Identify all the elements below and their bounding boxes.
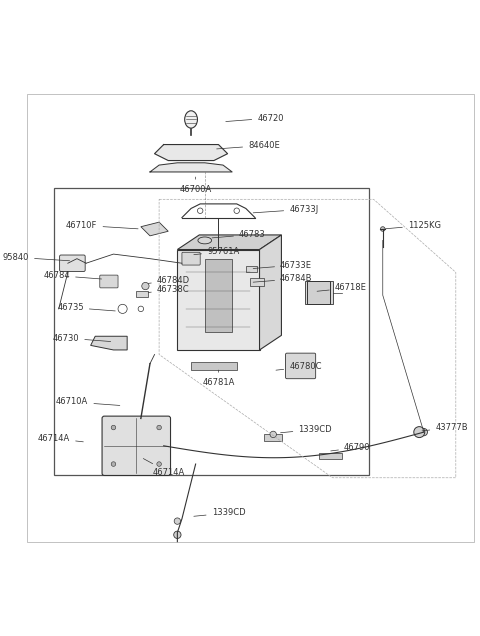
Text: 46783: 46783 [212, 230, 266, 239]
Text: 46714A: 46714A [38, 434, 84, 443]
Text: 46718E: 46718E [317, 284, 367, 293]
Text: 46781A: 46781A [202, 370, 235, 387]
Bar [191, 363, 237, 371]
Circle shape [157, 425, 161, 430]
Text: 1339CD: 1339CD [194, 508, 245, 518]
Text: 46720: 46720 [226, 114, 284, 123]
Polygon shape [260, 235, 281, 350]
Text: 46714A: 46714A [144, 459, 184, 477]
Polygon shape [91, 336, 127, 350]
Circle shape [381, 226, 385, 232]
Circle shape [174, 531, 181, 539]
Circle shape [157, 462, 161, 466]
Text: 43777B: 43777B [422, 423, 468, 432]
Text: 1125KG: 1125KG [385, 221, 441, 230]
Text: 46738C: 46738C [148, 285, 190, 294]
Text: 46790: 46790 [331, 443, 371, 452]
Polygon shape [178, 235, 281, 249]
FancyBboxPatch shape [100, 275, 118, 288]
Text: 46780C: 46780C [276, 363, 322, 371]
Ellipse shape [198, 237, 212, 244]
Text: 46710F: 46710F [66, 221, 138, 230]
Text: 84640E: 84640E [216, 141, 280, 150]
Text: 46784B: 46784B [253, 274, 312, 283]
Bar [54, 188, 369, 476]
Polygon shape [155, 144, 228, 160]
Ellipse shape [185, 111, 197, 128]
Bar [246, 265, 257, 272]
Text: 46710A: 46710A [56, 398, 120, 406]
Bar [264, 434, 282, 441]
Text: 46784: 46784 [44, 271, 102, 280]
Text: 46784D: 46784D [148, 275, 190, 285]
FancyBboxPatch shape [286, 353, 316, 378]
Bar [136, 291, 148, 298]
FancyBboxPatch shape [102, 416, 170, 476]
Text: 46735: 46735 [57, 303, 115, 312]
Circle shape [414, 427, 425, 438]
Circle shape [174, 518, 180, 524]
Bar [251, 278, 264, 286]
Polygon shape [141, 222, 168, 236]
Circle shape [197, 208, 203, 214]
FancyBboxPatch shape [182, 252, 200, 265]
Text: 95840: 95840 [3, 252, 70, 262]
Bar [319, 453, 342, 459]
Text: 1339CD: 1339CD [280, 425, 332, 434]
Circle shape [111, 425, 116, 430]
Text: 46700A: 46700A [180, 177, 212, 194]
Bar [305, 282, 333, 304]
Circle shape [234, 208, 240, 214]
Text: 95761A: 95761A [194, 247, 240, 256]
Bar [308, 282, 330, 304]
Circle shape [142, 282, 149, 290]
Text: 46733J: 46733J [253, 205, 318, 214]
Circle shape [420, 429, 428, 436]
FancyBboxPatch shape [60, 255, 85, 272]
Text: 46730: 46730 [53, 334, 111, 343]
Text: 46733E: 46733E [253, 261, 312, 270]
Polygon shape [150, 163, 232, 172]
Circle shape [270, 431, 276, 438]
Bar [205, 259, 232, 332]
Polygon shape [178, 249, 260, 350]
Circle shape [111, 462, 116, 466]
